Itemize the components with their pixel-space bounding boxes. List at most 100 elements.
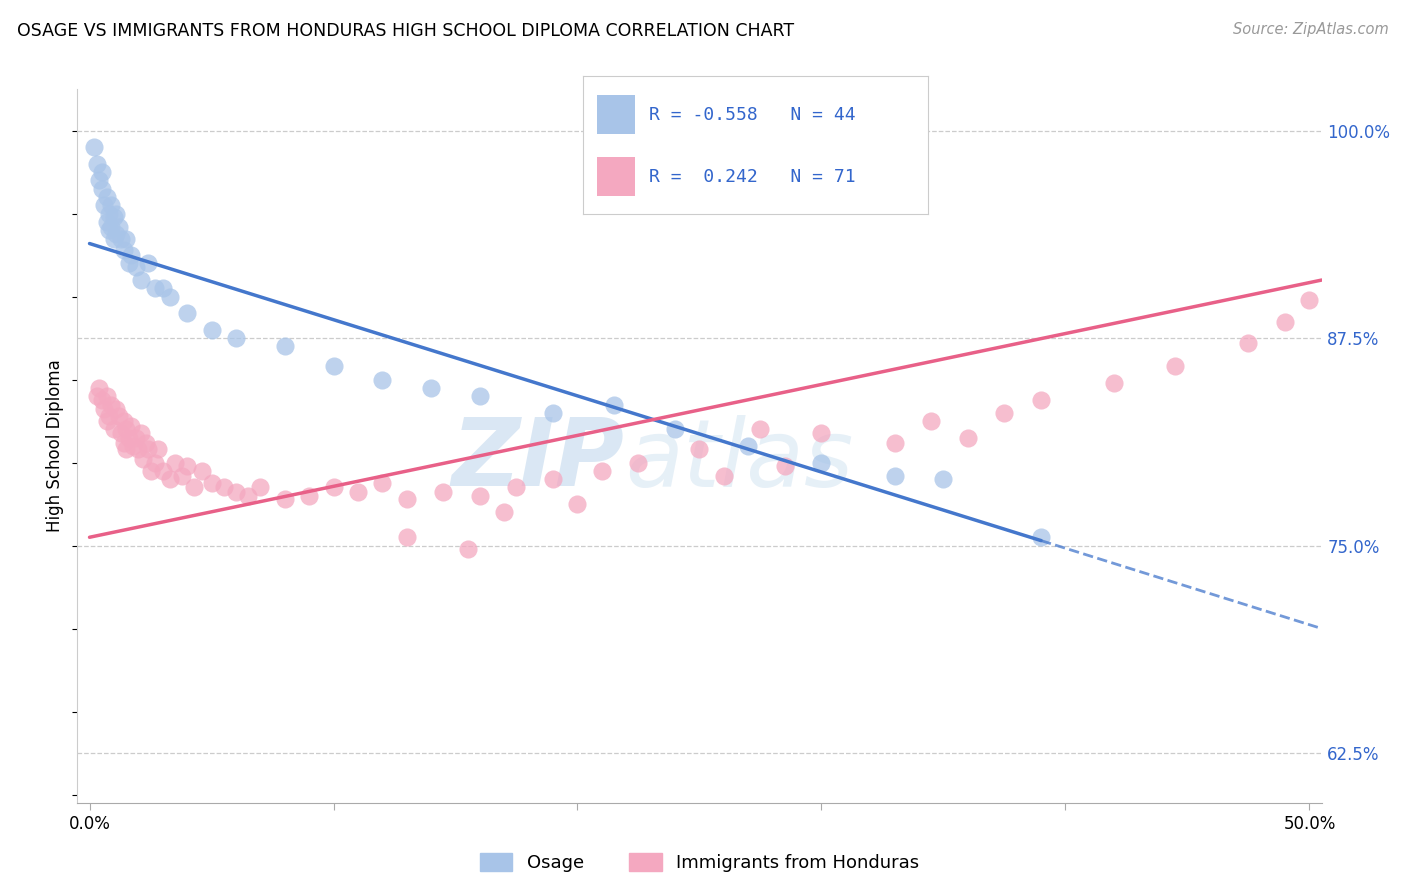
- Text: OSAGE VS IMMIGRANTS FROM HONDURAS HIGH SCHOOL DIPLOMA CORRELATION CHART: OSAGE VS IMMIGRANTS FROM HONDURAS HIGH S…: [17, 22, 794, 40]
- Point: [125, 431, 148, 445]
- Point: [468, 489, 491, 503]
- Point: [136, 442, 159, 457]
- Point: [96, 215, 118, 229]
- Point: [1029, 530, 1052, 544]
- Point: [236, 489, 259, 503]
- Point: [200, 475, 222, 490]
- Point: [145, 281, 167, 295]
- Point: [225, 485, 247, 500]
- Point: [86, 157, 108, 171]
- Point: [96, 389, 118, 403]
- Point: [122, 439, 145, 453]
- Y-axis label: High School Diploma: High School Diploma: [46, 359, 65, 533]
- Point: [567, 497, 589, 511]
- Point: [146, 442, 169, 457]
- Point: [90, 165, 112, 179]
- Point: [103, 231, 125, 245]
- Point: [371, 475, 394, 490]
- Point: [664, 422, 686, 436]
- Text: atlas: atlas: [624, 415, 853, 506]
- Point: [627, 456, 650, 470]
- Point: [395, 530, 418, 544]
- Point: [457, 541, 479, 556]
- Text: Source: ZipAtlas.com: Source: ZipAtlas.com: [1233, 22, 1389, 37]
- Point: [112, 435, 135, 450]
- Point: [932, 472, 955, 486]
- Point: [176, 306, 198, 320]
- Point: [108, 219, 131, 234]
- Bar: [598, 157, 636, 196]
- Point: [112, 414, 135, 428]
- Point: [1104, 376, 1126, 390]
- Point: [117, 256, 139, 270]
- Point: [810, 456, 832, 470]
- Point: [83, 140, 105, 154]
- Point: [274, 339, 297, 353]
- Point: [98, 207, 121, 221]
- Point: [117, 431, 139, 445]
- Point: [420, 381, 443, 395]
- Point: [96, 414, 118, 428]
- Point: [883, 435, 905, 450]
- Point: [749, 422, 772, 436]
- Text: R =  0.242   N = 71: R = 0.242 N = 71: [650, 168, 856, 186]
- Point: [110, 425, 132, 440]
- Point: [89, 173, 111, 187]
- Point: [883, 468, 905, 483]
- Point: [105, 402, 128, 417]
- Point: [371, 373, 394, 387]
- Point: [115, 231, 138, 245]
- Text: ZIP: ZIP: [451, 414, 624, 507]
- Point: [93, 402, 115, 417]
- Point: [159, 290, 181, 304]
- Point: [159, 472, 181, 486]
- Point: [1164, 359, 1187, 374]
- Point: [494, 505, 516, 519]
- Point: [322, 359, 344, 374]
- Point: [322, 481, 344, 495]
- Point: [98, 223, 121, 237]
- Point: [249, 481, 271, 495]
- Point: [100, 219, 122, 234]
- Point: [132, 452, 155, 467]
- Legend: Osage, Immigrants from Honduras: Osage, Immigrants from Honduras: [472, 846, 927, 880]
- Point: [152, 281, 174, 295]
- Point: [136, 256, 159, 270]
- Point: [120, 248, 142, 262]
- Point: [773, 458, 796, 473]
- Point: [1237, 336, 1260, 351]
- Point: [98, 409, 121, 424]
- Text: R = -0.558   N = 44: R = -0.558 N = 44: [650, 105, 856, 123]
- Point: [139, 464, 162, 478]
- Point: [810, 425, 832, 440]
- Point: [541, 406, 564, 420]
- Point: [115, 442, 138, 457]
- Point: [129, 273, 152, 287]
- Point: [347, 485, 370, 500]
- Point: [183, 481, 205, 495]
- Point: [127, 442, 149, 457]
- Point: [93, 198, 115, 212]
- Point: [129, 425, 152, 440]
- Point: [163, 456, 186, 470]
- Point: [1274, 314, 1296, 328]
- Point: [100, 397, 122, 411]
- Point: [125, 260, 148, 274]
- Point: [1298, 293, 1320, 307]
- Point: [108, 409, 131, 424]
- Bar: [598, 95, 636, 134]
- Point: [103, 422, 125, 436]
- Point: [172, 468, 194, 483]
- Point: [110, 231, 132, 245]
- Point: [105, 227, 128, 241]
- Point: [395, 492, 418, 507]
- Point: [591, 464, 613, 478]
- Point: [112, 243, 135, 257]
- Point: [176, 458, 198, 473]
- Point: [100, 198, 122, 212]
- Point: [105, 207, 128, 221]
- Point: [920, 414, 942, 428]
- Point: [212, 481, 235, 495]
- Point: [432, 485, 454, 500]
- Point: [152, 464, 174, 478]
